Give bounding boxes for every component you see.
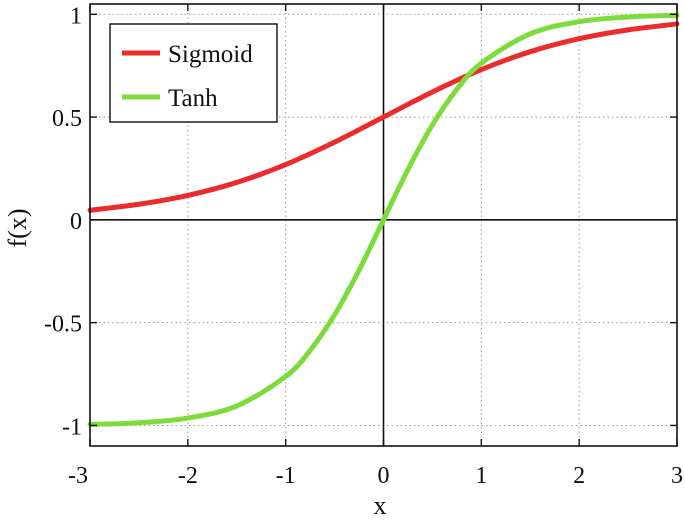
series-line-sigmoid [87,21,680,213]
ticks [89,4,678,446]
x-tick-label: -2 [178,463,198,489]
x-axis-label: x [374,491,387,520]
series-line-tanh [87,12,680,427]
y-tick-label: 0 [70,209,82,235]
y-tick-label: -0.5 [44,312,82,338]
y-axis-label: f(x) [3,209,32,248]
x-tick-label: -1 [276,463,296,489]
tick-labels: -3 -2 -1 0 1 2 3 -1 -0.5 0 0.5 1 [44,3,683,489]
series-group [87,12,680,427]
y-tick-label: -1 [62,414,82,440]
x-tick-label: 3 [671,463,683,489]
x-tick-label: 0 [378,463,390,489]
legend-label-tanh: Tanh [168,85,218,112]
y-tick-label: 1 [70,3,82,29]
legend-box [109,23,278,123]
x-tick-label: 1 [475,463,487,489]
legend-label-sigmoid: Sigmoid [168,41,253,68]
y-tick-label: 0.5 [52,106,82,132]
legend: Sigmoid Tanh [109,23,278,123]
x-tick-label: 2 [573,463,585,489]
x-tick-label: -3 [68,463,88,489]
